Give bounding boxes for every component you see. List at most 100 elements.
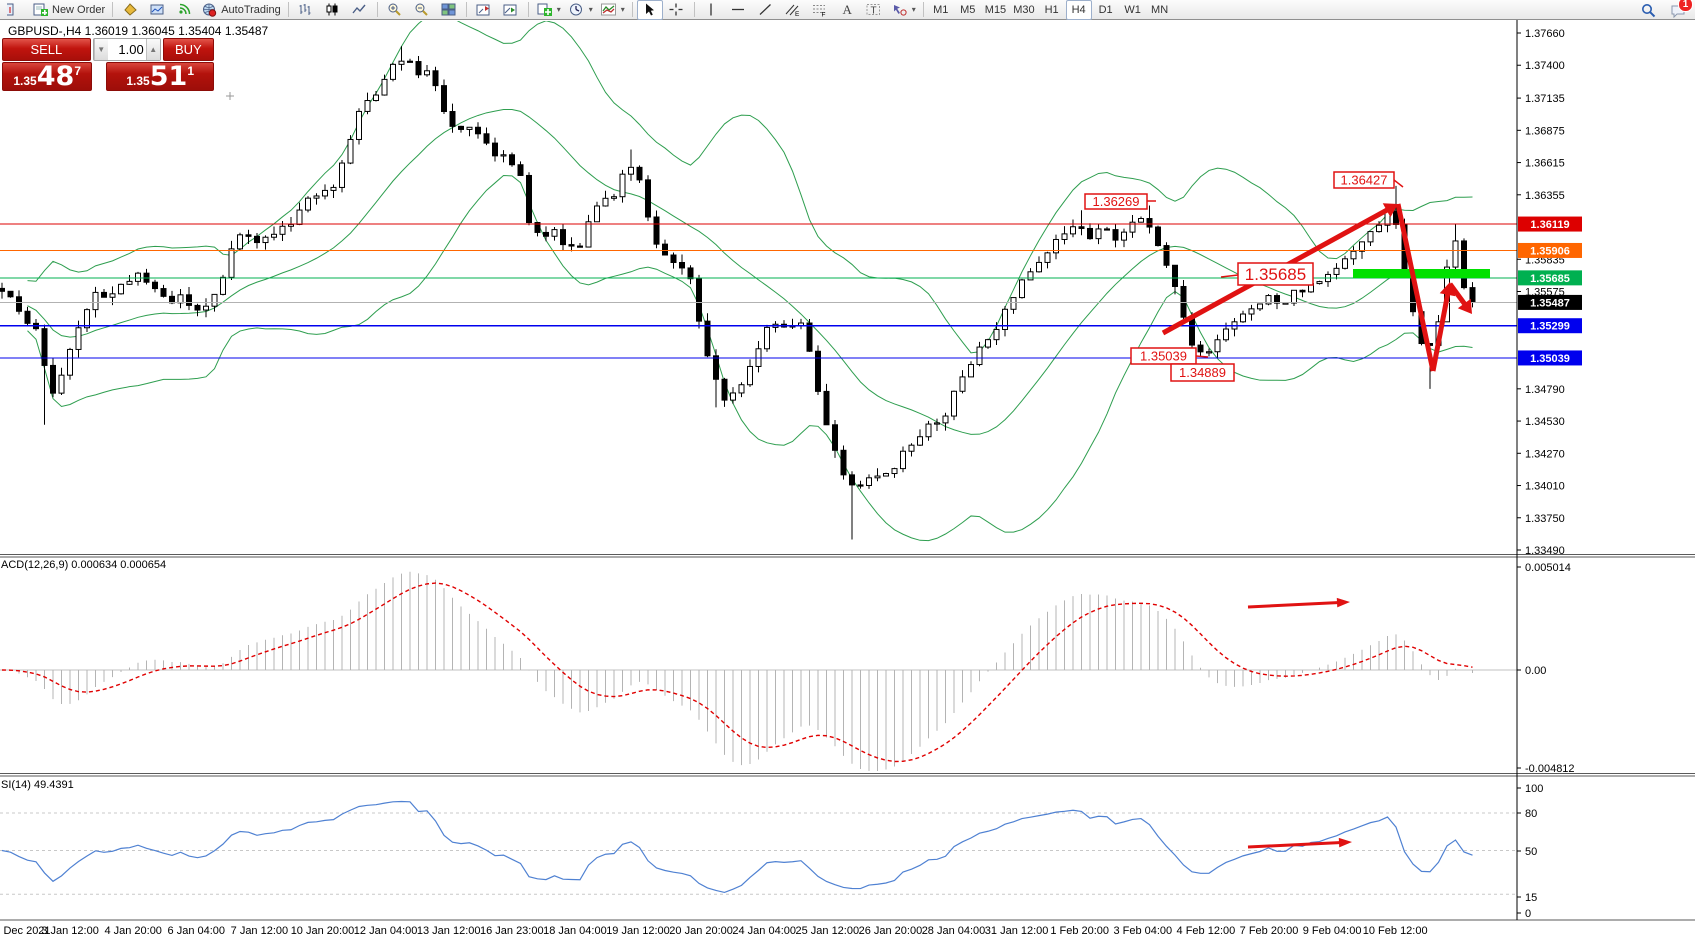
price-badge: [1518, 242, 1582, 258]
candle-bear: [696, 278, 702, 322]
text-label-button[interactable]: T: [861, 0, 887, 20]
annotation-arrowhead: [1457, 298, 1472, 314]
support-highlight-bar[interactable]: [1353, 269, 1490, 278]
candle-bull: [1036, 261, 1042, 273]
styles-icon: [122, 2, 139, 17]
zoom-out-button[interactable]: [409, 0, 435, 20]
candle-bull: [211, 293, 218, 307]
charts-window-button[interactable]: [2, 0, 28, 20]
new-chart-button[interactable]: ▾: [533, 0, 564, 20]
timeframe-button-m30[interactable]: M30: [1013, 3, 1035, 16]
annotation-arrow-line[interactable]: [1247, 600, 1343, 609]
search-button[interactable]: [1635, 0, 1661, 20]
annotation-price-label-box[interactable]: [1084, 193, 1148, 210]
new-order-button[interactable]: New Order: [29, 0, 108, 20]
line-chart-button[interactable]: [347, 0, 373, 20]
annotation-price-label-box[interactable]: [1170, 363, 1235, 382]
candle-bull: [296, 209, 303, 225]
candle-bull: [1095, 228, 1102, 240]
zoom-in-button[interactable]: [382, 0, 408, 20]
tile-windows-button[interactable]: [436, 0, 462, 20]
sell-button[interactable]: SELL: [2, 38, 91, 61]
vertical-line-button[interactable]: [699, 0, 725, 20]
channel-icon: E: [784, 2, 801, 17]
candle-bull: [1044, 252, 1051, 263]
volume-input[interactable]: [107, 39, 146, 60]
candle-bull: [75, 327, 82, 350]
price-tick-label: 1.34010: [1525, 481, 1565, 493]
annotation-price-label-box[interactable]: [1333, 171, 1395, 189]
text-button[interactable]: A: [834, 0, 860, 20]
candle-bear: [432, 70, 439, 87]
candle-bull: [764, 326, 770, 350]
annotation-arrowhead: [1382, 203, 1398, 218]
styles-button[interactable]: [117, 0, 143, 20]
timeframe-button-m5[interactable]: M5: [960, 3, 976, 16]
shapes-button[interactable]: ▾: [888, 0, 919, 20]
candle-bear: [449, 111, 456, 127]
date-label: 1 Feb 20:00: [1050, 925, 1109, 937]
candle-bear: [492, 142, 498, 157]
timeframe-button-m15[interactable]: M15: [984, 3, 1007, 16]
indicators-button[interactable]: ▾: [597, 0, 628, 20]
candle-bear: [679, 261, 685, 269]
timeframe-button-m1[interactable]: M1: [933, 3, 949, 16]
crosshair-button[interactable]: [664, 0, 690, 20]
bar-chart-button[interactable]: [293, 0, 319, 20]
autotrading-button[interactable]: AutoTrading: [198, 0, 284, 20]
date-label: 12 Jan 04:00: [354, 925, 418, 937]
candlestick-chart-button[interactable]: [320, 0, 346, 20]
annotation-arrow-line[interactable]: [1247, 840, 1345, 849]
trendline-button[interactable]: [753, 0, 779, 20]
profiles-button[interactable]: [144, 0, 170, 20]
channel-button[interactable]: E: [780, 0, 806, 20]
volume-down-button[interactable]: ▼: [93, 39, 108, 60]
buy-button[interactable]: BUY: [162, 38, 214, 61]
chat-button[interactable]: 1: [1665, 0, 1693, 20]
svg-text:E: E: [795, 11, 800, 17]
cursor-button[interactable]: [636, 0, 663, 20]
candle-bear: [713, 355, 719, 380]
chart-autoscroll-button[interactable]: [498, 0, 524, 20]
candle-bull: [1061, 233, 1068, 240]
annotation-price-label-box[interactable]: [1237, 262, 1314, 286]
timeframe-button-d1[interactable]: D1: [1098, 3, 1113, 16]
fibonacci-button[interactable]: F: [807, 0, 833, 20]
candle-bull: [305, 197, 311, 211]
horizontal-line-button[interactable]: [726, 0, 752, 20]
price-tick-label: 1.36615: [1525, 158, 1565, 170]
date-label: 4 Feb 12:00: [1177, 925, 1236, 937]
macd-tick-label: 0.005014: [1525, 562, 1571, 574]
candle-bear: [254, 235, 260, 244]
sell-price-display[interactable]: 1.35 48 7: [2, 62, 93, 91]
date-label: 31 Jan 12:00: [985, 925, 1049, 937]
date-label: 26 Jan 20:00: [859, 925, 923, 937]
period-clock-button[interactable]: ▾: [565, 0, 596, 20]
toolbar-separator: [376, 2, 378, 17]
candle-bull: [262, 236, 269, 244]
price-tick-label: 1.34790: [1525, 384, 1565, 396]
timeframe-button-h1[interactable]: H1: [1044, 3, 1059, 16]
buy-price-big: 51: [149, 61, 188, 92]
chart-shift-button[interactable]: [471, 0, 497, 20]
candle-bull: [1291, 289, 1297, 304]
timeframe-button-w1[interactable]: W1: [1124, 3, 1141, 16]
candle-bull: [874, 475, 881, 479]
annotation-arrow-line[interactable]: [1395, 203, 1436, 372]
signals-button[interactable]: [171, 0, 197, 20]
candlestick-chart-icon: [324, 2, 341, 17]
rsi-tick-label: 15: [1525, 892, 1537, 904]
buy-price-display[interactable]: 1.35 51 1: [106, 62, 214, 91]
volume-up-button[interactable]: ▲: [145, 39, 160, 60]
toolbar-separator: [631, 2, 633, 17]
candle-bull: [109, 293, 116, 298]
candle-bull: [1342, 258, 1348, 269]
timeframe-button-mn[interactable]: MN: [1151, 3, 1169, 16]
timeframe-button-h4[interactable]: H4: [1065, 0, 1092, 20]
svg-text:A: A: [843, 2, 853, 17]
annotation-price-label-box[interactable]: [1130, 347, 1197, 365]
rsi-tick-label: 100: [1525, 783, 1543, 795]
annotation-arrow-line[interactable]: [1430, 289, 1451, 372]
